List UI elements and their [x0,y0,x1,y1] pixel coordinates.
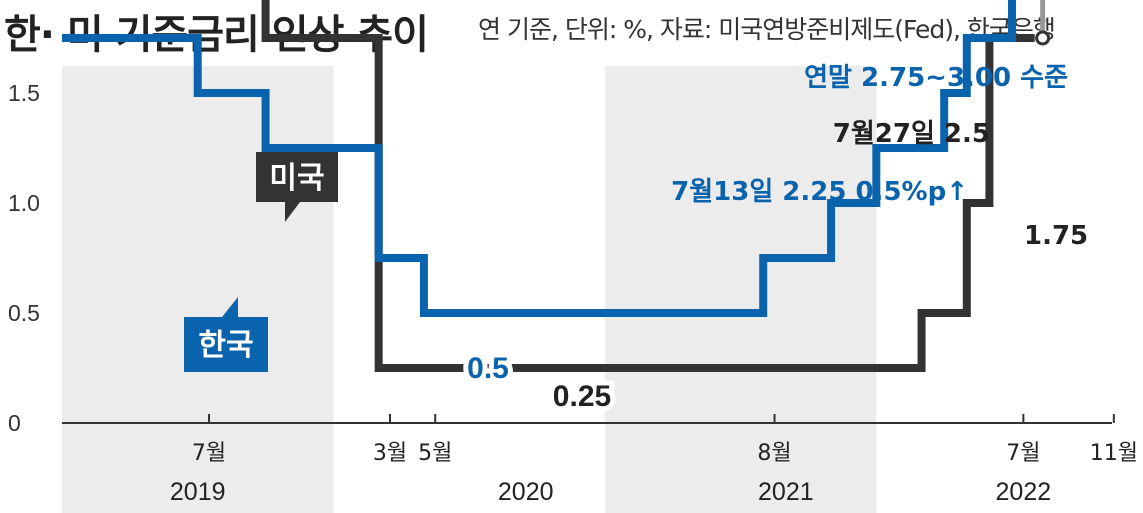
x-tick-label: 3월 [373,441,407,466]
korea-rate-line [62,0,1017,317]
year-label-2021: 2021 [758,478,814,506]
us-july27-label: 7월27일 2.5 [833,119,990,149]
x-tick-label: 11월 [1090,441,1138,466]
us-prev-label: 1.75 [1024,221,1088,251]
us-prev-point [1035,30,1051,46]
year-band-2021 [604,66,877,513]
us-badge [256,152,338,222]
x-tick-label: 7월 [1006,441,1040,466]
year-label-2019: 2019 [170,478,226,506]
korea-badge-label: 한국 [198,328,253,363]
y-tick-label: 1.5 [8,80,40,106]
forecast-label: 연말 2.75~3.00 수준 [804,63,1068,93]
korea-low-value: 0.5 [467,352,509,385]
us-low-value: 0.25 [553,380,611,413]
korea-badge [184,297,268,372]
x-tick-label: 7월 [192,441,226,466]
year-band-2019 [62,66,334,513]
us-badge-label: 미국 [269,161,324,196]
y-tick-label: 0.5 [8,300,40,326]
y-tick-label: 1.0 [8,190,40,216]
kr-july13-label: 7월13일 2.25 0.5%p↑ [671,177,968,207]
year-label-2020: 2020 [498,478,554,506]
chart-subtitle: 연 기준, 단위: %, 자료: 미국연방준비제도(Fed), 한국은행 [478,15,1056,44]
year-label-2022: 2022 [996,478,1052,506]
x-tick-label: 5월 [418,441,452,466]
x-tick-label: 8월 [757,441,791,466]
y-tick-label: 0 [8,410,21,436]
